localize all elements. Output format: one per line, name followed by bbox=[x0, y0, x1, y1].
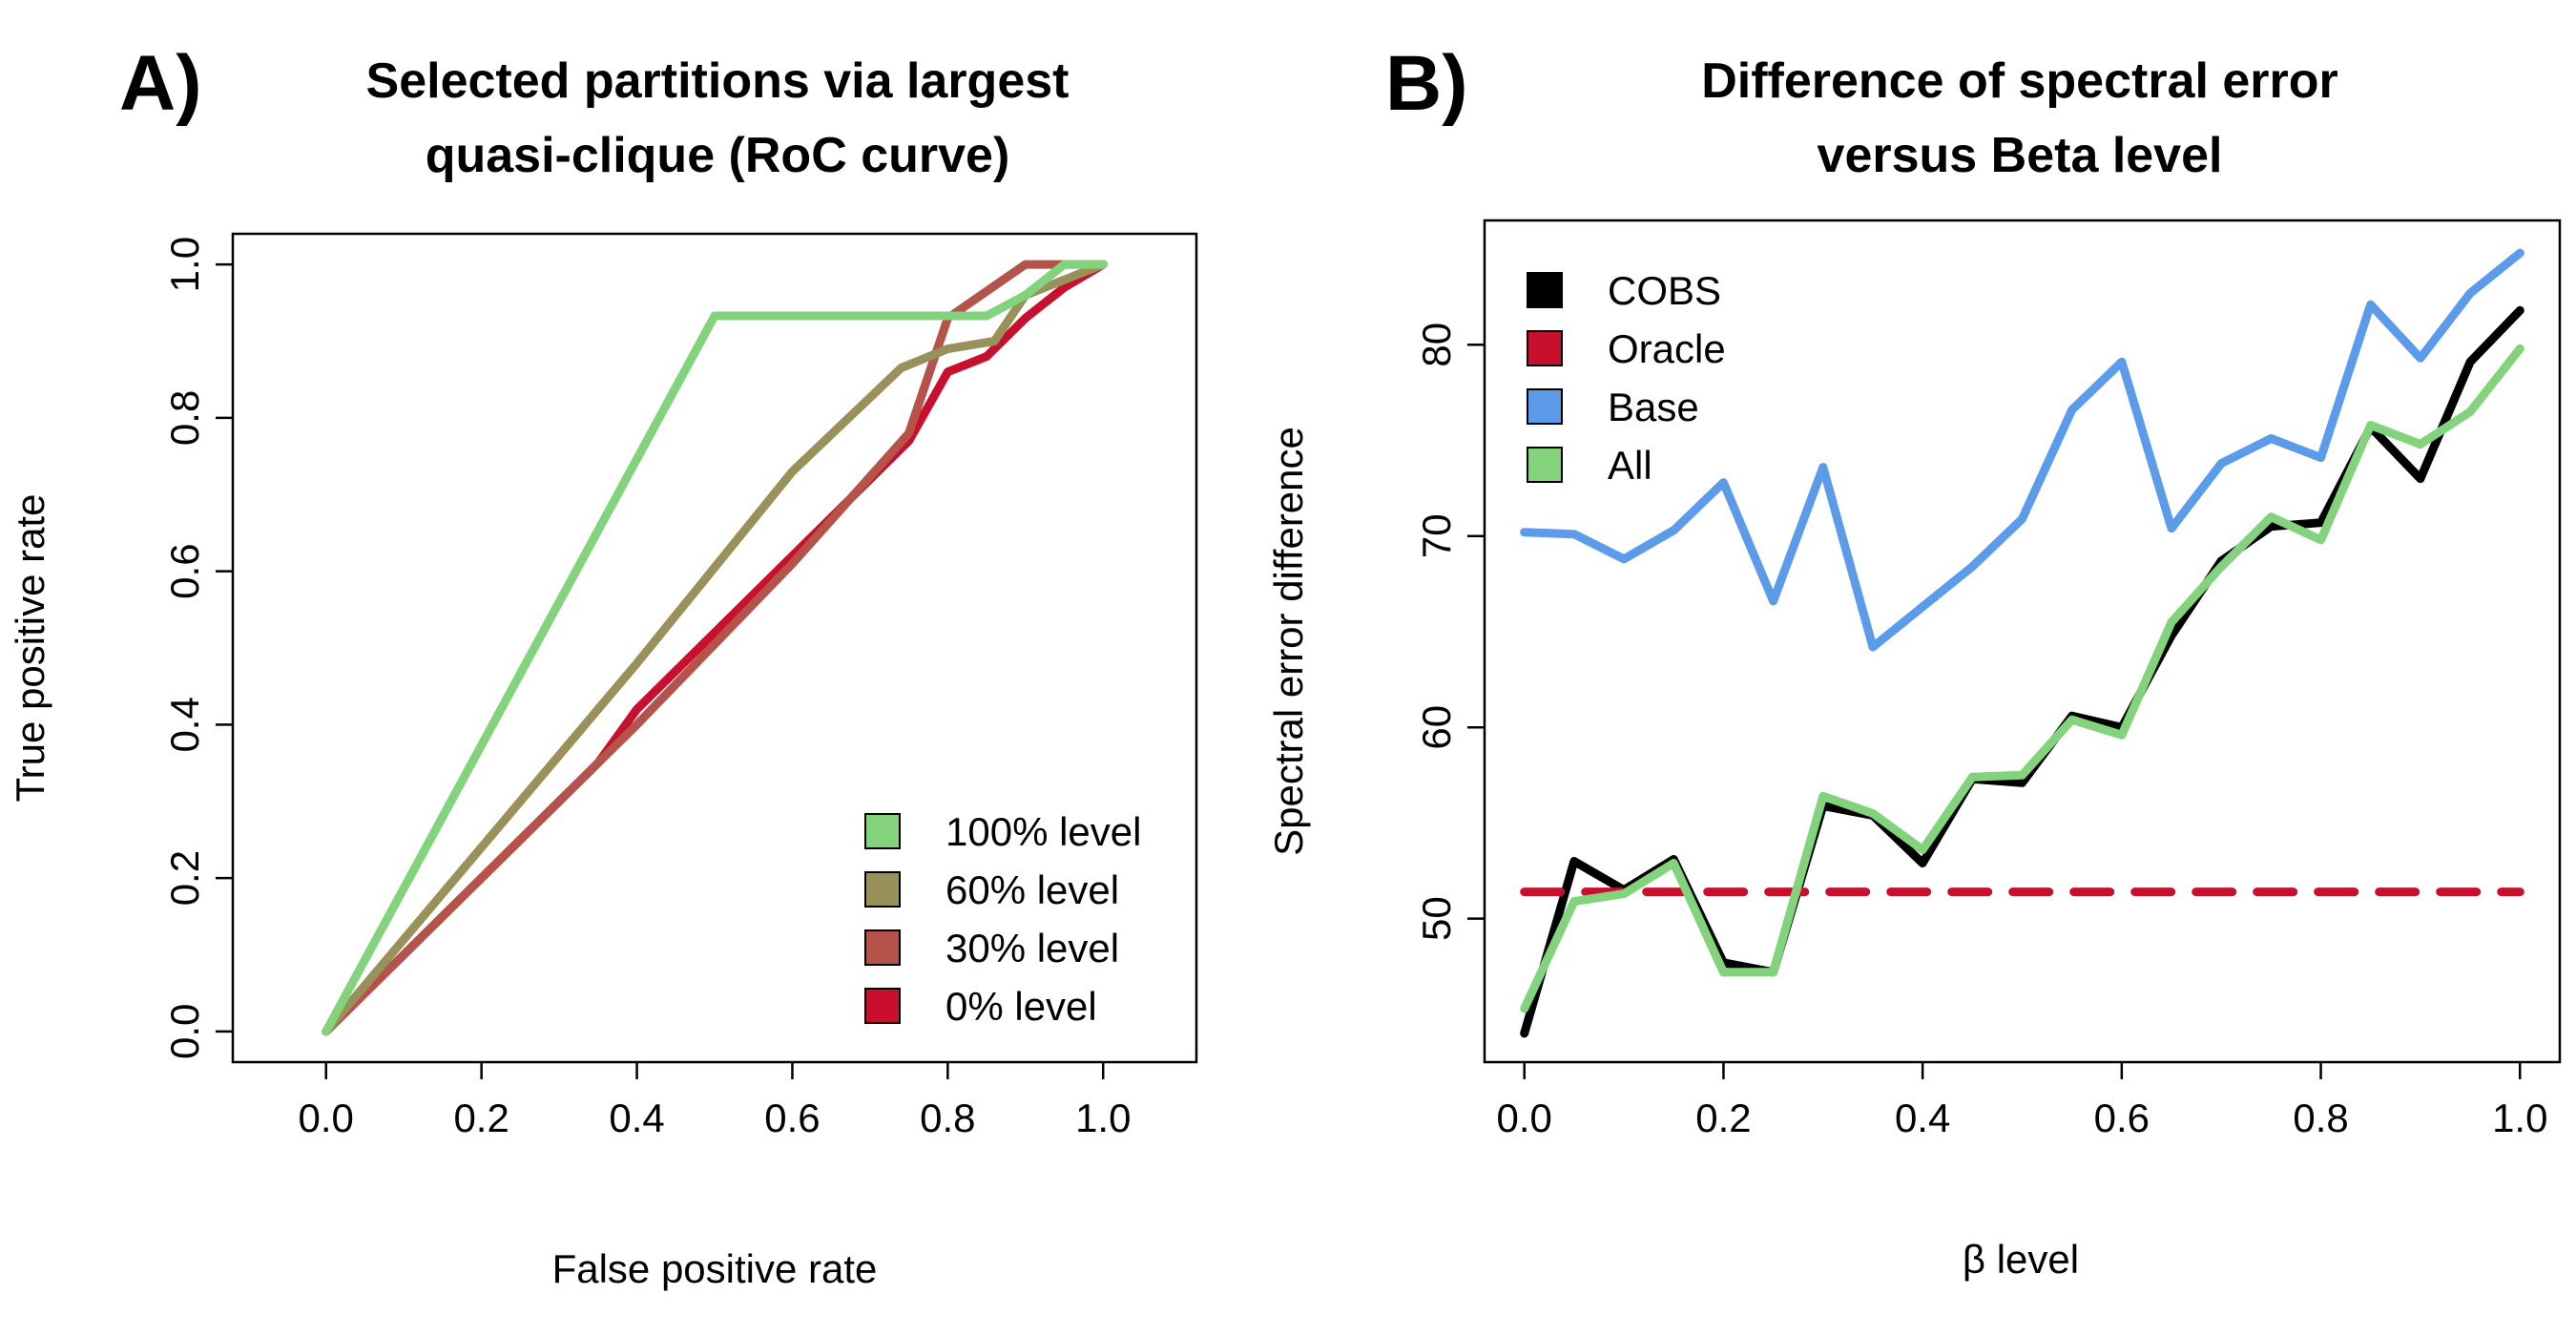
legend-swatch-base bbox=[1527, 388, 1563, 425]
panel-a-title-line-2: quasi-clique (RoC curve) bbox=[426, 128, 1010, 183]
x-tick-label: 0.8 bbox=[2293, 1096, 2348, 1140]
x-tick-label: 0.4 bbox=[1895, 1096, 1950, 1140]
legend-swatch-0-level bbox=[864, 988, 901, 1024]
x-tick-label: 0.2 bbox=[1695, 1096, 1751, 1140]
panel-a-title-line-1: Selected partitions via largest bbox=[366, 53, 1070, 109]
legend-swatch-30-level bbox=[864, 929, 901, 966]
legend-label-cobs: COBS bbox=[1608, 268, 1721, 313]
x-tick-label: 1.0 bbox=[1075, 1096, 1131, 1140]
panel-a-legend: 100% level 60% level 30% level 0% level bbox=[864, 809, 1141, 1029]
legend-label-100-level: 100% level bbox=[945, 809, 1141, 854]
panel-a-x-label: False positive rate bbox=[552, 1246, 878, 1291]
y-tick-label: 60 bbox=[1414, 705, 1459, 750]
panel-b-y-axis: 50 60 70 80 bbox=[1414, 323, 1485, 941]
legend-label-oracle: Oracle bbox=[1608, 326, 1726, 371]
panel-b-legend: COBS Oracle Base All bbox=[1527, 268, 1726, 488]
x-tick-label: 0.0 bbox=[1497, 1096, 1552, 1140]
legend-label-30-level: 30% level bbox=[945, 926, 1119, 971]
y-tick-label: 70 bbox=[1414, 513, 1459, 558]
panel-b-title-line-1: Difference of spectral error bbox=[1701, 53, 2338, 109]
y-tick-label: 0.8 bbox=[162, 390, 207, 446]
y-tick-label: 80 bbox=[1414, 323, 1459, 367]
x-tick-label: 0.6 bbox=[764, 1096, 820, 1140]
panel-b-spectral: B) Difference of spectral error versus B… bbox=[1266, 40, 2562, 1282]
panel-a-series bbox=[322, 260, 1108, 1036]
legend-swatch-all bbox=[1527, 447, 1563, 483]
panel-b-x-label: β level bbox=[1963, 1237, 2079, 1282]
panel-b-plot-frame bbox=[1483, 219, 2562, 1064]
panel-b-title-line-2: versus Beta level bbox=[1818, 128, 2223, 183]
legend-swatch-100-level bbox=[864, 813, 901, 849]
x-tick-label: 0.4 bbox=[609, 1096, 664, 1140]
panel-b-x-axis: 0.0 0.2 0.4 0.6 0.8 1.0 bbox=[1497, 1062, 2547, 1140]
x-tick-label: 0.0 bbox=[299, 1096, 354, 1140]
series-30-level-line bbox=[322, 260, 1108, 1036]
series-base-line bbox=[1520, 248, 2524, 652]
y-tick-label: 50 bbox=[1414, 896, 1459, 941]
panel-a-roc: A) Selected partitions via largest quasi… bbox=[8, 40, 1198, 1291]
panel-b-y-label: Spectral error difference bbox=[1266, 427, 1311, 856]
y-tick-label: 1.0 bbox=[162, 237, 207, 292]
panel-a-y-label: True positive rate bbox=[8, 494, 52, 803]
y-tick-label: 0.2 bbox=[162, 850, 207, 906]
panel-a-x-axis: 0.0 0.2 0.4 0.6 0.8 1.0 bbox=[299, 1062, 1131, 1140]
legend-swatch-oracle bbox=[1527, 330, 1563, 366]
x-tick-label: 0.6 bbox=[2094, 1096, 2150, 1140]
x-tick-label: 0.8 bbox=[920, 1096, 975, 1140]
legend-swatch-60-level bbox=[864, 871, 901, 908]
y-tick-label: 0.4 bbox=[162, 697, 207, 752]
x-tick-label: 1.0 bbox=[2492, 1096, 2547, 1140]
panel-a-letter: A) bbox=[119, 40, 202, 127]
series-all-line bbox=[1520, 344, 2524, 1013]
panel-a-y-axis: 0.0 0.2 0.4 0.6 0.8 1.0 bbox=[162, 237, 233, 1059]
y-tick-label: 0.6 bbox=[162, 543, 207, 598]
series-60-level-line bbox=[322, 260, 1108, 1036]
legend-label-60-level: 60% level bbox=[945, 867, 1119, 912]
y-tick-label: 0.0 bbox=[162, 1004, 207, 1059]
panel-a-plot-frame bbox=[231, 232, 1198, 1064]
x-tick-label: 0.2 bbox=[453, 1096, 509, 1140]
legend-swatch-cobs bbox=[1527, 272, 1563, 308]
legend-label-base: Base bbox=[1608, 385, 1699, 429]
legend-label-0-level: 0% level bbox=[945, 984, 1097, 1029]
series-100-level-line bbox=[322, 260, 1108, 1036]
panel-b-series bbox=[1520, 248, 2524, 1038]
panel-b-letter: B) bbox=[1385, 40, 1468, 127]
legend-label-all: All bbox=[1608, 443, 1652, 488]
